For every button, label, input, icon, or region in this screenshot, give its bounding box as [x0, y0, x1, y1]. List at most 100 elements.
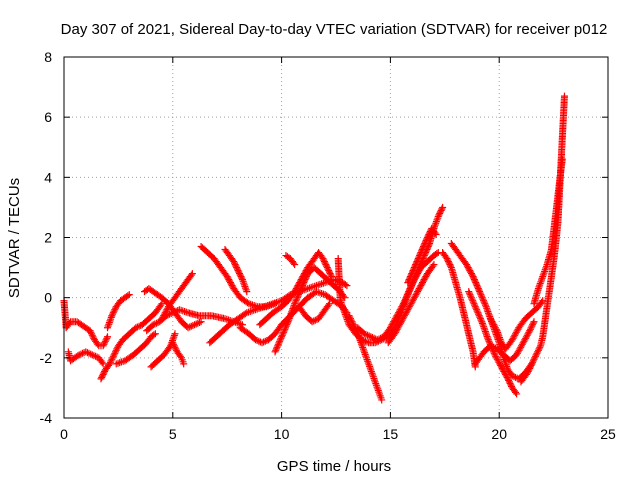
data-point — [465, 288, 473, 296]
x-tick-label: 5 — [169, 426, 177, 442]
data-point — [423, 234, 431, 241]
data-series-trace — [355, 205, 446, 343]
data-series-trace — [114, 331, 158, 367]
data-series — [256, 249, 336, 329]
data-point — [526, 327, 534, 335]
data-point — [258, 339, 266, 347]
data-series — [112, 330, 159, 368]
data-point — [278, 333, 286, 341]
data-series — [271, 264, 349, 356]
y-tick-label: 6 — [44, 109, 52, 125]
grid — [64, 57, 608, 418]
data-series-trace — [222, 247, 250, 294]
data-series — [354, 203, 447, 344]
data-series-trace — [296, 301, 332, 325]
data-point — [530, 318, 538, 326]
data-series-trace — [159, 271, 195, 321]
data-point — [169, 309, 177, 317]
y-axis-label: SDTVAR / TECUs — [6, 178, 23, 298]
data-point — [399, 300, 407, 308]
data-point — [110, 351, 118, 359]
data-point — [88, 351, 96, 359]
data-point — [238, 276, 246, 284]
data-series-trace — [98, 301, 165, 381]
data-series — [169, 339, 188, 368]
data-point — [528, 360, 536, 368]
data-point — [484, 336, 492, 344]
data-series — [530, 155, 566, 308]
data-point — [104, 333, 112, 341]
data-point — [393, 312, 401, 320]
data-series-trace — [448, 241, 535, 382]
axis-ticks: 0 5 10 15 20 25 -4 -2 0 2 4 6 8 — [40, 49, 616, 442]
data-point — [345, 312, 353, 320]
data-series — [471, 318, 538, 368]
data-point — [271, 348, 279, 356]
x-axis-label: GPS time / hours — [277, 458, 391, 475]
data-series-trace — [283, 253, 298, 267]
data-point — [519, 339, 527, 347]
data-series — [295, 300, 333, 326]
data-series — [206, 276, 351, 347]
data-point — [476, 288, 484, 296]
data-series — [439, 249, 479, 371]
data-point — [410, 294, 418, 302]
chart-title: Day 307 of 2021, Sidereal Day-to-day VTE… — [61, 21, 608, 38]
y-tick-label: 8 — [44, 49, 52, 65]
y-tick-label: 4 — [44, 169, 52, 185]
data-point — [371, 378, 379, 386]
data-point — [323, 264, 331, 272]
x-tick-label: 0 — [60, 426, 68, 442]
data-series — [104, 291, 133, 332]
y-tick-label: -4 — [40, 410, 53, 426]
data-series-trace — [531, 157, 566, 306]
data-point — [297, 285, 305, 293]
y-tick-label: 2 — [44, 230, 52, 246]
data-series — [221, 246, 251, 296]
data-point — [417, 282, 425, 290]
data-series — [384, 261, 438, 347]
data-point — [469, 273, 477, 281]
data-series-trace — [272, 265, 348, 354]
data-point — [410, 264, 418, 272]
data-series — [486, 297, 547, 353]
x-tick-label: 25 — [600, 426, 616, 442]
data-point — [397, 318, 405, 326]
data-point — [349, 321, 357, 329]
data-point — [169, 339, 177, 347]
data-point — [373, 336, 381, 344]
data-series — [158, 270, 196, 323]
data-point — [486, 315, 494, 323]
data-series — [404, 224, 440, 287]
data-point — [367, 333, 375, 341]
data-series-trace — [104, 292, 132, 330]
data-series — [64, 348, 107, 368]
data-point — [439, 203, 447, 211]
data-series — [345, 312, 386, 404]
x-tick-label: 20 — [491, 426, 507, 442]
data-series-trace — [170, 340, 187, 366]
data-point — [82, 348, 90, 356]
data-series-trace — [405, 226, 439, 285]
data-point — [471, 303, 479, 311]
data-point — [404, 279, 412, 287]
data-point — [504, 375, 512, 383]
data-point — [197, 318, 205, 326]
data-series-trace — [346, 313, 385, 402]
data-point — [328, 273, 336, 281]
x-tick-label: 10 — [274, 426, 290, 442]
data-series-trace — [60, 298, 111, 350]
data-series — [282, 252, 299, 269]
data-series — [97, 300, 166, 383]
data-point — [497, 363, 505, 371]
data-series — [60, 297, 112, 350]
data-point — [404, 306, 412, 314]
data-point — [491, 351, 499, 359]
data-point — [158, 315, 166, 323]
y-tick-label: 0 — [44, 290, 52, 306]
data-series-trace — [487, 298, 546, 351]
data-point — [417, 249, 425, 257]
data-series-trace — [65, 349, 106, 366]
data-point — [478, 318, 486, 326]
